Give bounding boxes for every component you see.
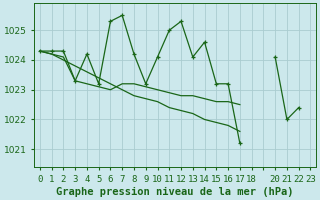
- X-axis label: Graphe pression niveau de la mer (hPa): Graphe pression niveau de la mer (hPa): [56, 186, 294, 197]
